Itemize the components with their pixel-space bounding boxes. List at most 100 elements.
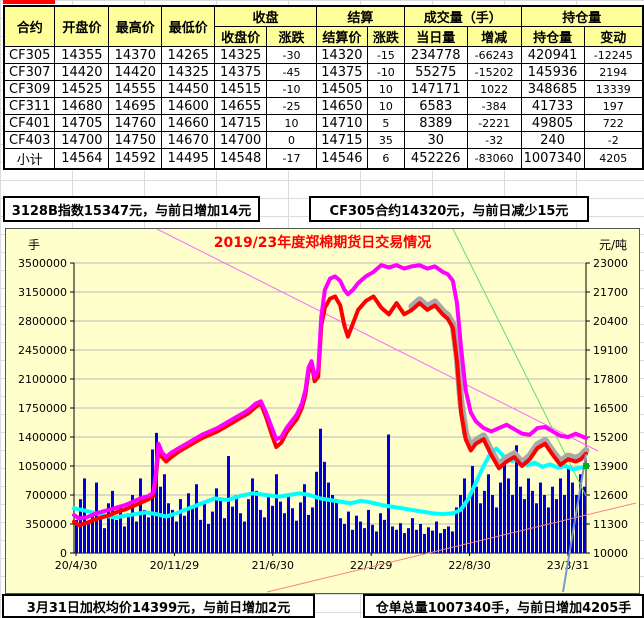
value-cell[interactable]: 14750	[108, 131, 163, 149]
value-cell[interactable]: 14548	[214, 148, 268, 170]
column-header-0[interactable]: 合约	[3, 5, 56, 47]
contract-cell[interactable]: CF309	[3, 80, 56, 98]
value-cell[interactable]: 14564	[54, 148, 110, 170]
group-header-3[interactable]: 持仓量	[520, 5, 644, 27]
value-cell[interactable]: 14355	[54, 46, 110, 64]
warehouse-receipt-banner[interactable]: 仓单总量1007340手，与前日增加4205手	[363, 594, 644, 618]
value-cell[interactable]: 14420	[54, 63, 110, 81]
value-cell[interactable]: 14700	[54, 131, 110, 149]
value-cell[interactable]: 722	[583, 114, 644, 132]
sub-header-4[interactable]: 当日量	[403, 26, 468, 47]
value-cell[interactable]: -12245	[583, 46, 644, 64]
value-cell[interactable]: 6	[366, 148, 405, 170]
value-cell[interactable]: 14600	[161, 97, 216, 115]
sub-header-5[interactable]: 增减	[466, 26, 522, 47]
contract-cell[interactable]: CF403	[3, 131, 56, 149]
value-cell[interactable]: 14760	[108, 114, 163, 132]
value-cell[interactable]: 55275	[403, 63, 468, 81]
value-cell[interactable]: 197	[583, 97, 644, 115]
value-cell[interactable]: 240	[520, 131, 585, 149]
value-cell[interactable]: -384	[466, 97, 522, 115]
weighted-average-banner[interactable]: 3月31日加权均价14399元，与前日增加2元	[2, 594, 315, 618]
value-cell[interactable]: 0	[266, 131, 317, 149]
column-header-3[interactable]: 最低价	[161, 5, 216, 47]
value-cell[interactable]: 14695	[108, 97, 163, 115]
value-cell[interactable]: -2221	[466, 114, 522, 132]
value-cell[interactable]: 14715	[214, 114, 268, 132]
value-cell[interactable]: 10	[366, 97, 405, 115]
value-cell[interactable]: 348685	[520, 80, 585, 98]
value-cell[interactable]: 145936	[520, 63, 585, 81]
sub-header-7[interactable]: 变动	[583, 26, 644, 47]
value-cell[interactable]: -15	[366, 46, 405, 64]
value-cell[interactable]: 14375	[214, 63, 268, 81]
value-cell[interactable]: 14325	[161, 63, 216, 81]
value-cell[interactable]: 14370	[108, 46, 163, 64]
value-cell[interactable]: 14505	[315, 80, 368, 98]
value-cell[interactable]: -10	[266, 80, 317, 98]
value-cell[interactable]: 14495	[161, 148, 216, 170]
contract-cell[interactable]: CF401	[3, 114, 56, 132]
contract-cell[interactable]: 小计	[3, 148, 56, 170]
value-cell[interactable]: 452226	[403, 148, 468, 170]
sub-header-0[interactable]: 收盘价	[214, 26, 268, 47]
value-cell[interactable]: 30	[403, 131, 468, 149]
value-cell[interactable]: 14265	[161, 46, 216, 64]
sub-header-6[interactable]: 持仓量	[520, 26, 585, 47]
group-header-1[interactable]: 结算	[315, 5, 405, 27]
value-cell[interactable]: 14525	[54, 80, 110, 98]
value-cell[interactable]: 5	[366, 114, 405, 132]
value-cell[interactable]: 35	[366, 131, 405, 149]
value-cell[interactable]: -17	[266, 148, 317, 170]
value-cell[interactable]: 14655	[214, 97, 268, 115]
sub-header-1[interactable]: 涨跌	[266, 26, 317, 47]
value-cell[interactable]: 14450	[161, 80, 216, 98]
value-cell[interactable]: 1007340	[520, 148, 585, 170]
value-cell[interactable]: -30	[266, 46, 317, 64]
value-cell[interactable]: 14680	[54, 97, 110, 115]
value-cell[interactable]: 4205	[583, 148, 644, 170]
value-cell[interactable]: 14705	[54, 114, 110, 132]
value-cell[interactable]: 6583	[403, 97, 468, 115]
value-cell[interactable]: 14375	[315, 63, 368, 81]
value-cell[interactable]: 14700	[214, 131, 268, 149]
contract-cell[interactable]: CF307	[3, 63, 56, 81]
value-cell[interactable]: 420941	[520, 46, 585, 64]
value-cell[interactable]: 14320	[315, 46, 368, 64]
value-cell[interactable]: -25	[266, 97, 317, 115]
index-summary-banner[interactable]: 3128B指数15347元，与前日增加14元	[3, 196, 260, 222]
group-header-0[interactable]: 收盘	[214, 5, 317, 27]
value-cell[interactable]: 10	[266, 114, 317, 132]
value-cell[interactable]: 14325	[214, 46, 268, 64]
value-cell[interactable]: 14555	[108, 80, 163, 98]
value-cell[interactable]: -10	[366, 63, 405, 81]
value-cell[interactable]: -2	[583, 131, 644, 149]
value-cell[interactable]: 14650	[315, 97, 368, 115]
column-header-2[interactable]: 最高价	[108, 5, 163, 47]
value-cell[interactable]: 147171	[403, 80, 468, 98]
value-cell[interactable]: 41733	[520, 97, 585, 115]
contract-cell[interactable]: CF311	[3, 97, 56, 115]
value-cell[interactable]: 14715	[315, 131, 368, 149]
value-cell[interactable]: 14710	[315, 114, 368, 132]
value-cell[interactable]: 14660	[161, 114, 216, 132]
column-header-1[interactable]: 开盘价	[54, 5, 110, 47]
value-cell[interactable]: 1022	[466, 80, 522, 98]
daily-trading-chart[interactable]: 2019/23年度郑棉期货日交易情况 手 元/吨 0 10000 350000 113…	[5, 228, 640, 594]
value-cell[interactable]: 14670	[161, 131, 216, 149]
value-cell[interactable]: 10	[366, 80, 405, 98]
cf305-summary-banner[interactable]: CF305合约14320元，与前日减少15元	[309, 196, 589, 222]
contract-cell[interactable]: CF305	[3, 46, 56, 64]
value-cell[interactable]: 2194	[583, 63, 644, 81]
group-header-2[interactable]: 成交量（手）	[403, 5, 522, 27]
value-cell[interactable]: 49805	[520, 114, 585, 132]
value-cell[interactable]: -45	[266, 63, 317, 81]
value-cell[interactable]: 14592	[108, 148, 163, 170]
value-cell[interactable]: 14515	[214, 80, 268, 98]
value-cell[interactable]: -15202	[466, 63, 522, 81]
value-cell[interactable]: 14546	[315, 148, 368, 170]
sub-header-2[interactable]: 结算价	[315, 26, 368, 47]
value-cell[interactable]: 234778	[403, 46, 468, 64]
value-cell[interactable]: -83060	[466, 148, 522, 170]
value-cell[interactable]: 8389	[403, 114, 468, 132]
